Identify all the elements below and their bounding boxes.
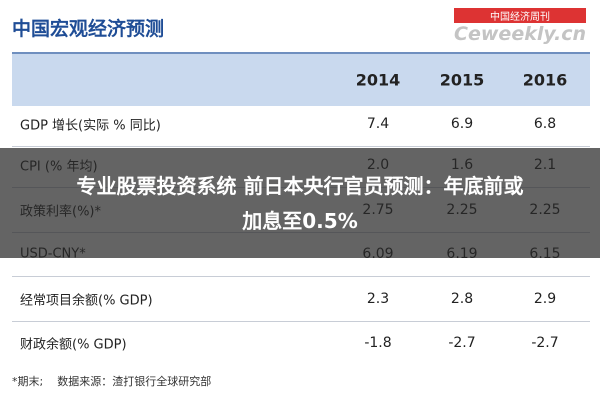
column-header: 2016	[522, 70, 568, 90]
banner: 专业股票投资系统 前日本央行官员预测：年底前或 加息至0.5%	[0, 148, 600, 258]
banner-line: 专业股票投资系统 前日本央行官员预测：年底前或	[76, 174, 524, 198]
cell: 2.8	[450, 291, 474, 307]
cell: 6.9	[450, 116, 474, 132]
row-separator	[12, 321, 590, 322]
column-header: 2014	[355, 70, 401, 90]
row-separator	[12, 276, 590, 277]
watermark-cn: 中国经济周刊	[454, 8, 586, 23]
row-label: 财政余额(% GDP)	[20, 337, 127, 353]
cell: 6.8	[533, 116, 557, 132]
cell: -2.7	[448, 335, 476, 351]
cell: 2.3	[366, 291, 390, 307]
watermark-en: Ceweekly.cn	[454, 23, 586, 45]
row-separator	[12, 146, 590, 147]
footnote: *期末; 数据来源：渣打银行全球研究部	[12, 375, 212, 388]
table-header	[12, 54, 590, 106]
watermark: 中国经济周刊 Ceweekly.cn	[454, 8, 586, 45]
column-header: 2015	[439, 70, 485, 90]
title: 中国宏观经济预测	[12, 18, 165, 40]
banner-line: 加息至0.5%	[242, 209, 358, 233]
cell: 7.4	[366, 116, 390, 132]
row-label: 经常项目余额(% GDP)	[20, 293, 153, 309]
cell: -1.8	[364, 335, 392, 351]
row-label: GDP 增长(实际 % 同比)	[20, 118, 161, 134]
cell: -2.7	[531, 335, 559, 351]
cell: 2.9	[533, 291, 557, 307]
